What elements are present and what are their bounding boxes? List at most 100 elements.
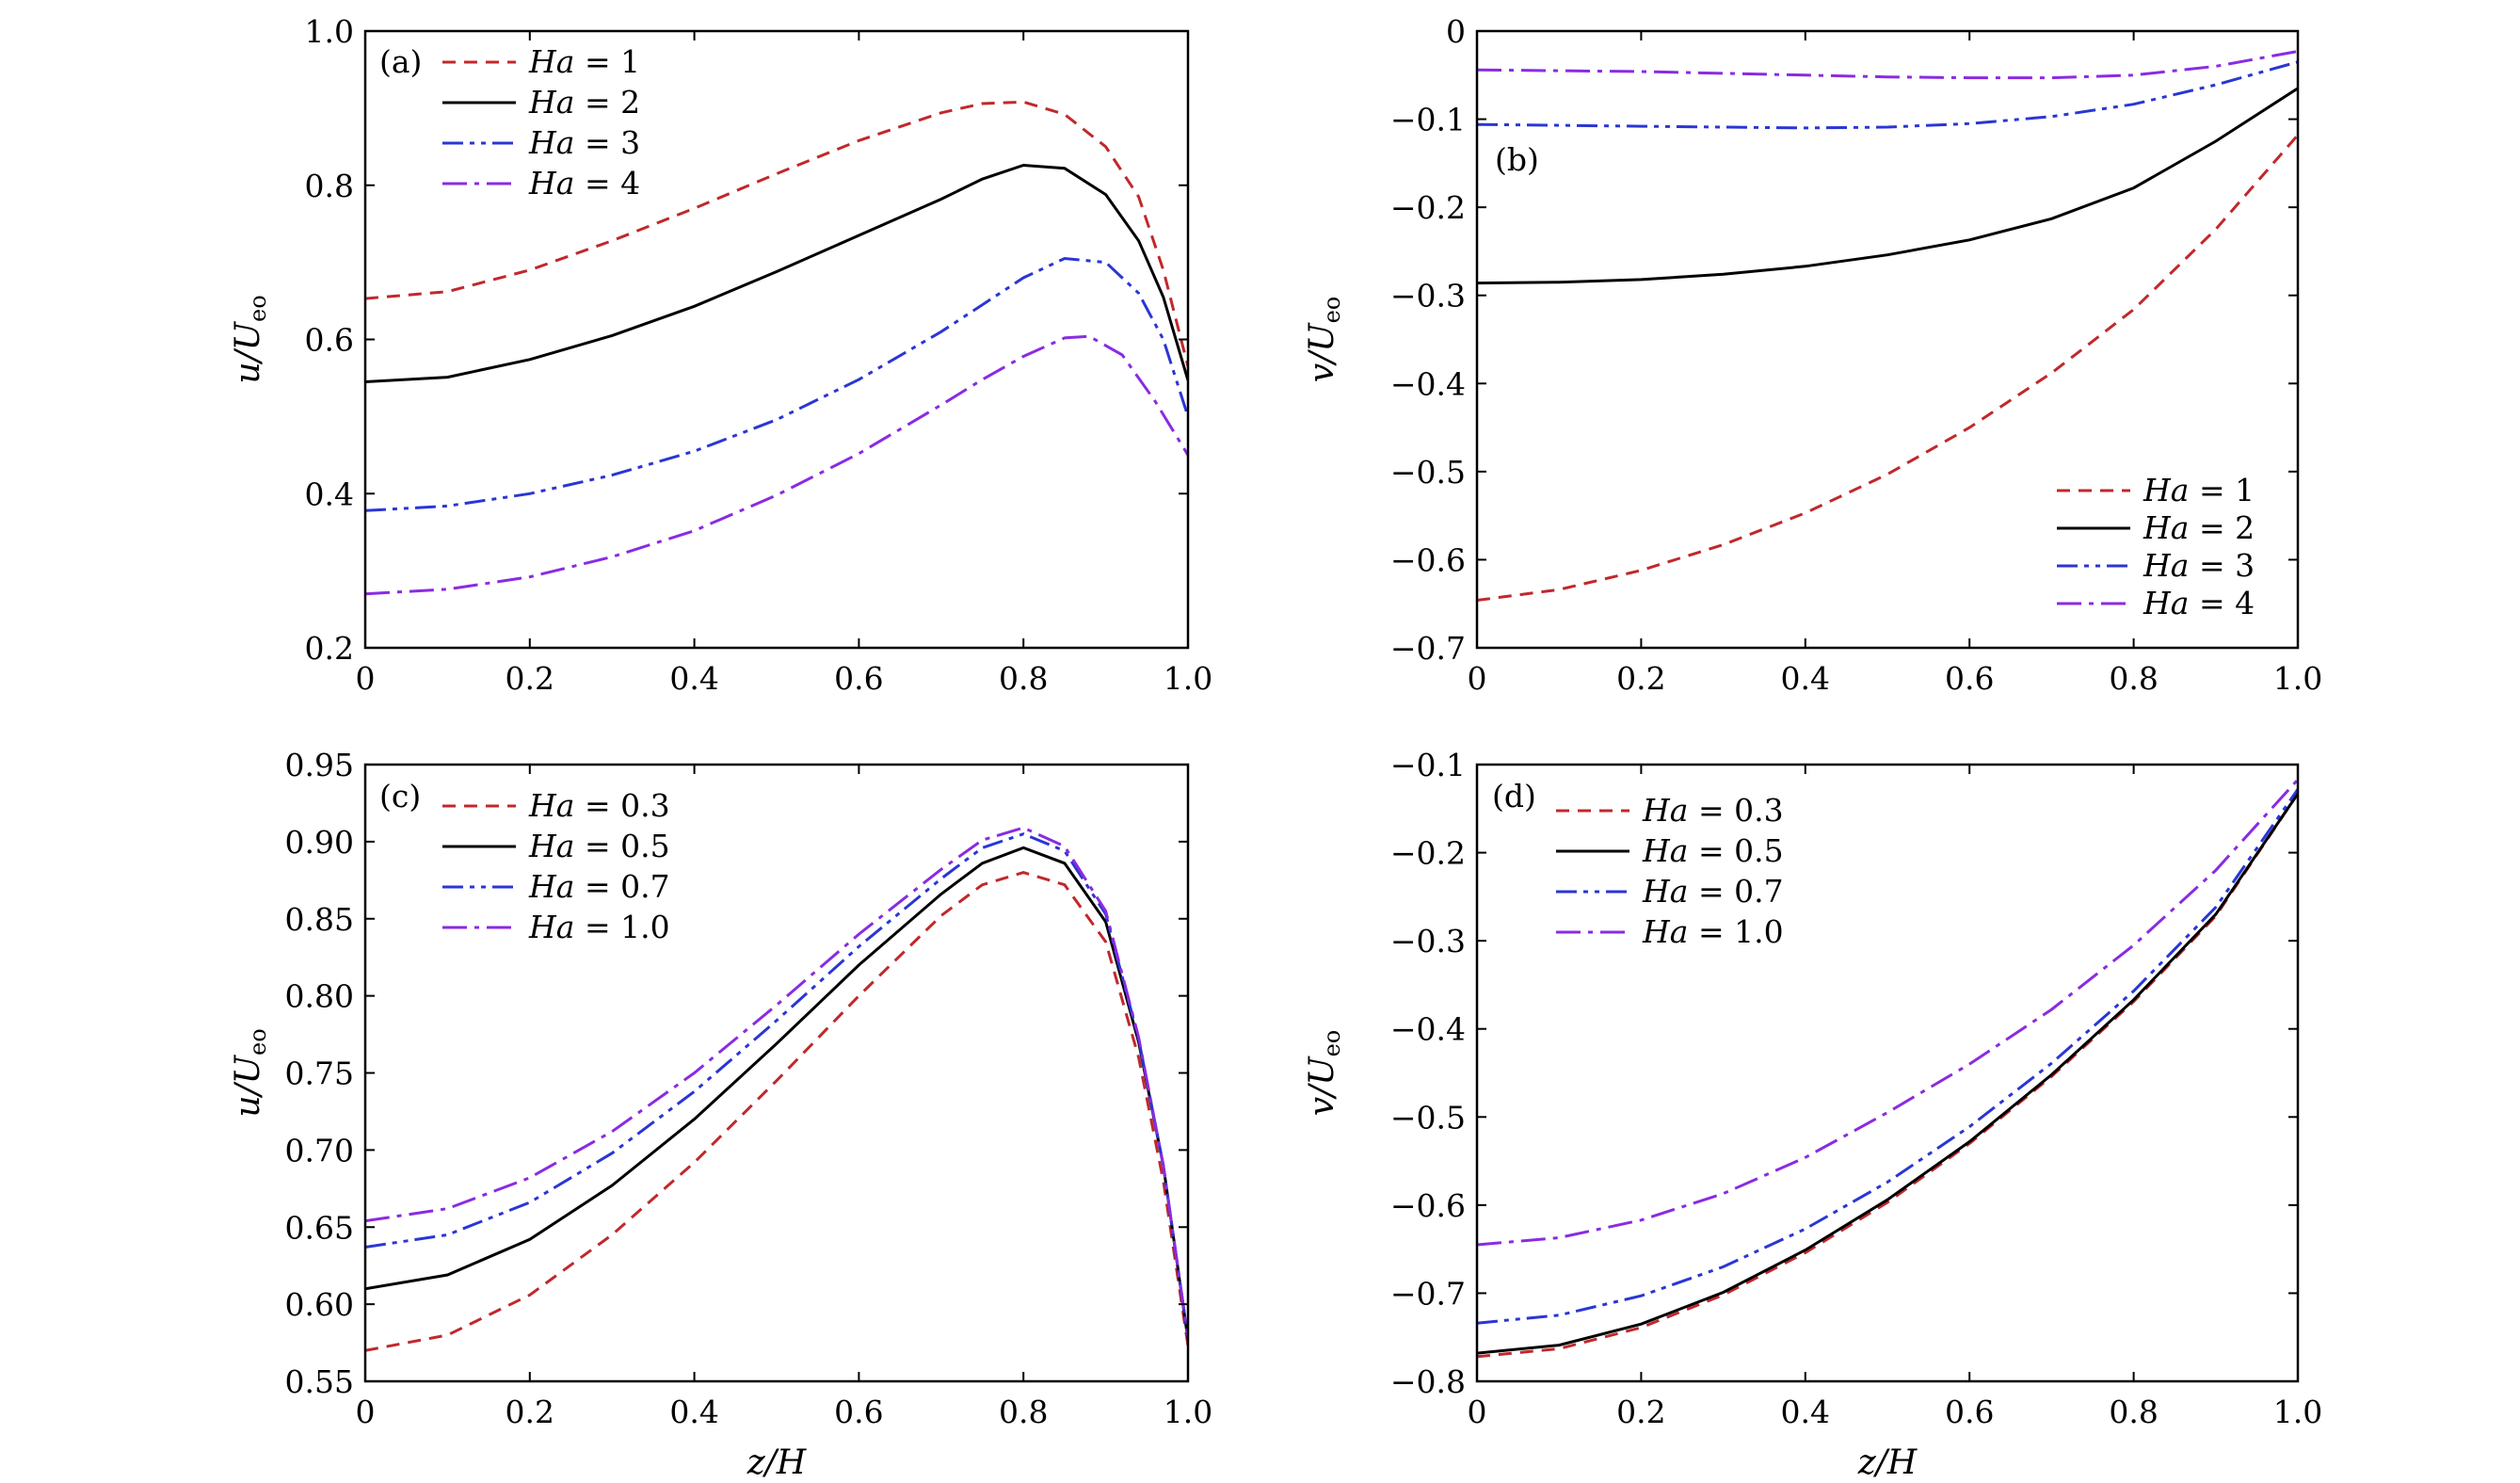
series-line-1 bbox=[1477, 134, 2298, 602]
legend: Ha = 0.3Ha = 0.5Ha = 0.7Ha = 1.0 bbox=[442, 787, 670, 945]
series-line-2 bbox=[365, 846, 1188, 1341]
series-line-4 bbox=[1477, 50, 2298, 80]
y-tick-label: −0.4 bbox=[1390, 365, 1466, 402]
series-line-4 bbox=[365, 826, 1188, 1339]
x-tick-label: 1.0 bbox=[2273, 1394, 2322, 1430]
x-tick-label: 0.2 bbox=[506, 660, 554, 697]
legend-label: Ha = 0.5 bbox=[1642, 832, 1784, 869]
panel-tag: (b) bbox=[1495, 141, 1539, 178]
legend-label: Ha = 0.7 bbox=[528, 868, 670, 905]
x-axis-label: z/H bbox=[1857, 1443, 1918, 1482]
y-axis-label: u/Ueo bbox=[229, 1028, 271, 1117]
y-tick-label: 0 bbox=[1446, 13, 1466, 50]
x-tick-label: 0 bbox=[356, 1394, 376, 1430]
x-tick-label: 1.0 bbox=[1164, 660, 1212, 697]
chart-panel-c: 0 0.2 0.4 0.6 0.8 1.0 0.55 0.60 0.65 0.70 0.75 0.80… bbox=[229, 747, 1212, 1482]
y-tick-label: 0.6 bbox=[305, 322, 354, 359]
chart-panel-b: 0 0.2 0.4 0.6 0.8 1.0 0 −0.1 −0.2 −0.3 −0.4 −0.5 −0.… bbox=[1303, 13, 2322, 697]
y-tick-label: −0.5 bbox=[1390, 1099, 1466, 1136]
x-tick-label: 0.8 bbox=[999, 660, 1048, 697]
legend-label: Ha = 4 bbox=[2143, 585, 2255, 621]
panel-tag: (a) bbox=[379, 43, 422, 80]
x-tick-label: 0.6 bbox=[1945, 660, 1994, 697]
legend-label: Ha = 2 bbox=[528, 84, 640, 121]
y-tick-label: 0.70 bbox=[285, 1132, 354, 1169]
y-tick-label: −0.5 bbox=[1390, 454, 1466, 491]
legend-label: Ha = 0.7 bbox=[1642, 873, 1784, 910]
y-tick-label: 0.80 bbox=[285, 978, 354, 1015]
y-tick-label: 0.85 bbox=[285, 901, 354, 938]
y-tick-label: 0.2 bbox=[305, 630, 354, 667]
x-tick-label: 0 bbox=[356, 660, 376, 697]
y-axis-label: v/Ueo bbox=[1303, 297, 1345, 382]
panel-tag: (c) bbox=[379, 778, 421, 814]
x-tick-label: 0.4 bbox=[1781, 1394, 1830, 1430]
series-line-2 bbox=[365, 163, 1188, 383]
x-tick-label: 0.8 bbox=[2109, 660, 2158, 697]
legend-label: Ha = 0.3 bbox=[1642, 792, 1784, 829]
series-line-2 bbox=[1477, 87, 2298, 285]
y-tick-label: −0.1 bbox=[1390, 747, 1466, 783]
x-tick-label: 0.6 bbox=[1945, 1394, 1994, 1430]
legend-label: Ha = 3 bbox=[2143, 547, 2255, 584]
y-tick-label: −0.2 bbox=[1390, 835, 1466, 872]
legend: Ha = 1Ha = 2Ha = 3Ha = 4 bbox=[442, 43, 640, 201]
x-tick-label: 0 bbox=[1468, 660, 1487, 697]
y-tick-label: 0.90 bbox=[285, 824, 354, 861]
series-line-3 bbox=[365, 832, 1188, 1339]
y-tick-label: −0.4 bbox=[1390, 1011, 1466, 1048]
x-tick-label: 0.6 bbox=[834, 660, 883, 697]
chart-panel-a: 0 0.2 0.4 0.6 0.8 1.00.20.40.60.81.0u/Ueo(a) H… bbox=[229, 13, 1212, 697]
legend-label: Ha = 3 bbox=[528, 124, 640, 161]
y-tick-label: −0.3 bbox=[1390, 278, 1466, 314]
x-tick-label: 0.2 bbox=[1616, 1394, 1665, 1430]
y-tick-label: −0.3 bbox=[1390, 923, 1466, 959]
x-tick-label: 0.6 bbox=[834, 1394, 883, 1430]
y-tick-label: −0.6 bbox=[1390, 541, 1466, 578]
y-tick-label: −0.1 bbox=[1390, 102, 1466, 138]
y-axis-label: v/Ueo bbox=[1303, 1030, 1345, 1116]
panel-tag: (d) bbox=[1492, 778, 1536, 814]
x-tick-label: 1.0 bbox=[1164, 1394, 1212, 1430]
y-tick-label: −0.6 bbox=[1390, 1187, 1466, 1224]
series-line-1 bbox=[365, 100, 1188, 367]
x-tick-label: 0.2 bbox=[1616, 660, 1665, 697]
series-line-1 bbox=[365, 871, 1188, 1352]
plot-frame bbox=[1475, 763, 2300, 1383]
y-tick-label: 1.0 bbox=[305, 13, 354, 50]
x-tick-label: 0.8 bbox=[2109, 1394, 2158, 1430]
x-tick-label: 0.2 bbox=[506, 1394, 554, 1430]
x-tick-label: 0 bbox=[1468, 1394, 1487, 1430]
series-line-3 bbox=[365, 256, 1188, 512]
legend: Ha = 0.3Ha = 0.5 Ha = 0.7Ha = 1.0 bbox=[1556, 792, 1784, 950]
y-tick-label: 0.4 bbox=[305, 476, 354, 512]
y-tick-label: −0.8 bbox=[1390, 1363, 1466, 1400]
series-line-3 bbox=[1477, 60, 2298, 130]
y-tick-label: 0.95 bbox=[285, 747, 354, 783]
y-tick-label: 0.55 bbox=[285, 1363, 354, 1400]
x-axis-label: z/H bbox=[746, 1443, 807, 1482]
x-tick-label: 0.4 bbox=[669, 1394, 718, 1430]
y-tick-label: 0.8 bbox=[305, 168, 354, 204]
x-tick-label: 0.4 bbox=[669, 660, 718, 697]
y-axis-label: u/Ueo bbox=[229, 295, 271, 383]
plot-frame bbox=[363, 763, 1190, 1383]
series-line-4 bbox=[365, 334, 1188, 596]
x-tick-label: 0.8 bbox=[999, 1394, 1048, 1430]
legend-label: Ha = 1.0 bbox=[1642, 913, 1784, 950]
series-line-2 bbox=[1477, 793, 2298, 1355]
y-tick-label: −0.7 bbox=[1390, 1275, 1466, 1312]
series-line-3 bbox=[1477, 788, 2298, 1325]
series-line-4 bbox=[1477, 778, 2298, 1247]
y-tick-label: 0.75 bbox=[285, 1056, 354, 1092]
legend-label: Ha = 2 bbox=[2143, 509, 2255, 546]
chart-panel-d: 0 0.2 0.4 0.6 0.8 1.0 −0.1 −0.2 −0.3 −0.4 −0.5 −0.6… bbox=[1303, 747, 2322, 1482]
plot-frame bbox=[1475, 29, 2300, 650]
legend-label: Ha = 0.3 bbox=[528, 787, 670, 824]
legend-label: Ha = 1 bbox=[528, 43, 640, 80]
y-tick-label: 0.60 bbox=[285, 1286, 354, 1323]
y-tick-label: 0.65 bbox=[285, 1209, 354, 1246]
legend: Ha = 1Ha = 2Ha = 3Ha = 4 bbox=[2057, 472, 2255, 621]
series-line-1 bbox=[1477, 793, 2298, 1359]
